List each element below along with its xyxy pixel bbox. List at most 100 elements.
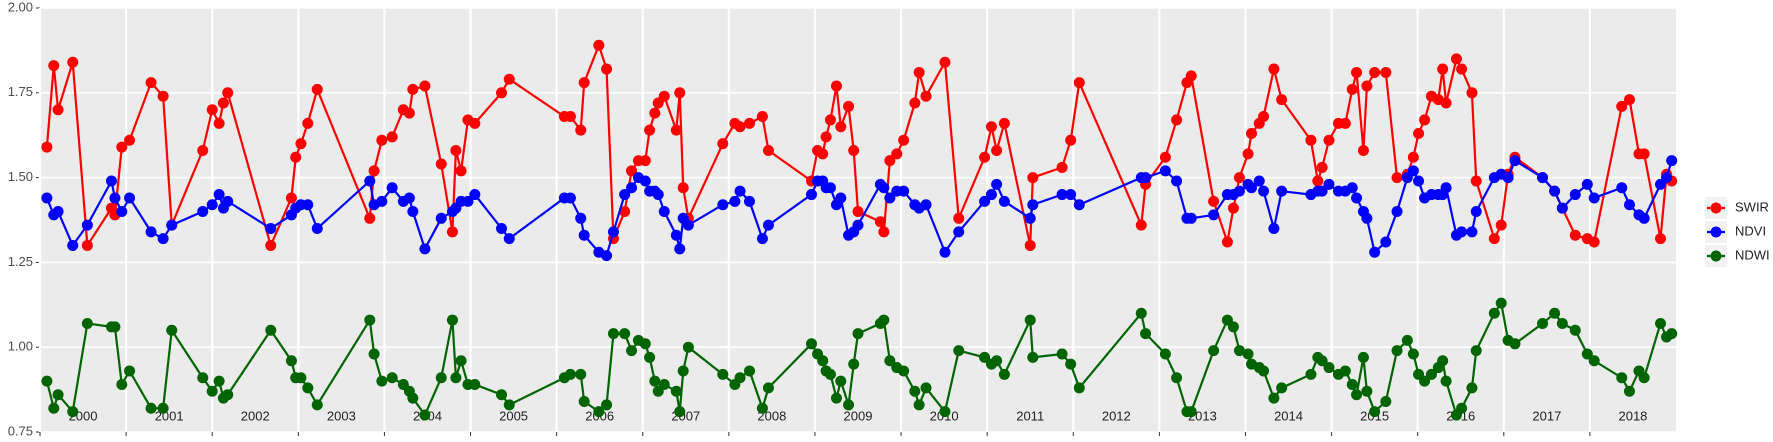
data-point: [1159, 151, 1171, 163]
data-point: [1346, 379, 1358, 391]
data-point: [843, 399, 855, 411]
data-point: [677, 182, 689, 194]
data-point: [419, 409, 431, 421]
data-point: [311, 83, 323, 95]
data-point: [1624, 385, 1636, 397]
data-point: [884, 355, 896, 367]
legend-swatch: [1710, 226, 1722, 238]
data-point: [1588, 355, 1600, 367]
data-point: [157, 90, 169, 102]
data-point: [1339, 117, 1351, 129]
data-point: [998, 368, 1010, 380]
data-point: [1233, 172, 1245, 184]
data-point: [953, 345, 965, 357]
data-point: [626, 165, 638, 177]
data-point: [1258, 365, 1270, 377]
data-point: [909, 97, 921, 109]
data-point: [1159, 348, 1171, 360]
data-point: [985, 189, 997, 201]
data-point: [145, 226, 157, 238]
data-point: [1588, 236, 1600, 248]
data-point: [419, 80, 431, 92]
data-point: [1208, 345, 1220, 357]
y-tick-label: 1.25: [8, 254, 33, 269]
legend-swatch: [1710, 250, 1722, 262]
data-point: [909, 385, 921, 397]
data-point: [1024, 212, 1036, 224]
x-tick-label: 2011: [1016, 408, 1044, 423]
data-point: [1316, 185, 1328, 197]
data-point: [1407, 165, 1419, 177]
data-point: [1323, 134, 1335, 146]
data-point: [450, 144, 462, 156]
data-point: [368, 165, 380, 177]
data-point: [1456, 63, 1468, 75]
data-point: [578, 77, 590, 89]
data-point: [1495, 297, 1507, 309]
data-point: [674, 87, 686, 99]
data-point: [52, 389, 64, 401]
data-point: [639, 338, 651, 350]
x-tick-label: 2005: [499, 408, 528, 423]
data-point: [1616, 182, 1628, 194]
data-point: [1361, 80, 1373, 92]
data-point: [1323, 178, 1335, 190]
data-point: [644, 124, 656, 136]
data-point: [403, 107, 415, 119]
data-point: [1537, 317, 1549, 329]
data-point: [166, 219, 178, 231]
data-point: [852, 219, 864, 231]
data-point: [1391, 345, 1403, 357]
data-point: [878, 182, 890, 194]
data-point: [682, 341, 694, 353]
data-point: [1185, 70, 1197, 82]
data-point: [1312, 175, 1324, 187]
data-point: [364, 212, 376, 224]
data-point: [376, 134, 388, 146]
data-point: [1073, 199, 1085, 211]
data-point: [302, 199, 314, 211]
data-point: [1361, 212, 1373, 224]
data-point: [1221, 236, 1233, 248]
data-point: [285, 192, 297, 204]
data-point: [1470, 175, 1482, 187]
data-point: [985, 121, 997, 133]
data-point: [848, 358, 860, 370]
data-point: [670, 229, 682, 241]
data-point: [1242, 348, 1254, 360]
data-point: [670, 385, 682, 397]
data-point: [991, 144, 1003, 156]
data-point: [593, 39, 605, 51]
data-point: [1549, 307, 1561, 319]
y-tick-label: 0.75: [8, 423, 33, 438]
data-point: [1027, 199, 1039, 211]
data-point: [1407, 151, 1419, 163]
x-tick-label: 2009: [844, 408, 873, 423]
legend-swatch: [1710, 202, 1722, 214]
x-tick-label: 2012: [1102, 408, 1131, 423]
data-point: [1488, 233, 1500, 245]
data-point: [891, 148, 903, 160]
data-point: [1419, 375, 1431, 387]
data-point: [302, 117, 314, 129]
data-point: [116, 141, 128, 153]
data-point: [564, 192, 576, 204]
data-point: [1661, 172, 1673, 184]
data-point: [1323, 362, 1335, 374]
data-point: [1556, 317, 1568, 329]
data-point: [48, 60, 60, 72]
data-point: [222, 87, 234, 99]
data-point: [607, 226, 619, 238]
data-point: [652, 189, 664, 201]
data-point: [744, 365, 756, 377]
data-point: [1065, 189, 1077, 201]
data-point: [1624, 94, 1636, 106]
data-point: [939, 246, 951, 258]
data-point: [674, 243, 686, 255]
data-point: [166, 324, 178, 336]
data-point: [1495, 219, 1507, 231]
data-point: [206, 199, 218, 211]
data-point: [734, 372, 746, 384]
data-point: [455, 355, 467, 367]
